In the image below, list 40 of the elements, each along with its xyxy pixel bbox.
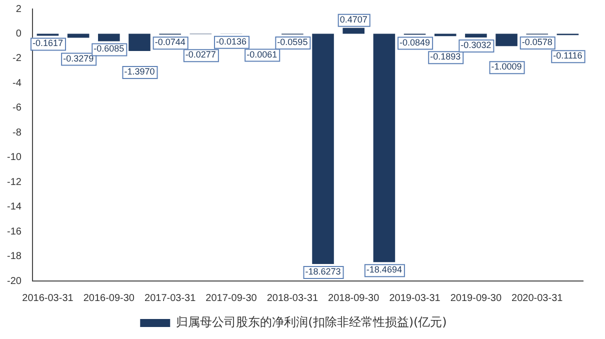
x-tick-label: 2020-03-31 (512, 292, 564, 304)
y-tick-label: -20 (7, 276, 22, 287)
y-tick-label: -16 (7, 226, 22, 238)
data-label: -0.3279 (63, 53, 94, 64)
data-label: -0.0595 (277, 36, 308, 47)
data-label: -0.6085 (94, 44, 124, 54)
data-label: -0.0061 (246, 49, 278, 60)
x-tick-label: 2018-09-30 (328, 292, 380, 304)
y-tick-label: -4 (12, 78, 22, 89)
x-tick-label: 2019-03-31 (389, 292, 441, 304)
data-label: -0.3032 (460, 40, 492, 50)
y-tick-label: -12 (7, 176, 22, 188)
x-tick-label: 2017-09-30 (206, 292, 258, 304)
y-tick-label: -18 (7, 251, 22, 262)
data-label: -1.3970 (124, 66, 155, 76)
data-label: -0.1116 (553, 50, 582, 61)
data-label: -0.0578 (522, 36, 552, 47)
data-label: -1.0009 (491, 62, 522, 72)
y-tick-label: 0 (16, 28, 22, 40)
data-label: 0.4707 (340, 14, 368, 24)
data-label: -0.0277 (185, 50, 216, 60)
data-label: -18.6273 (305, 266, 341, 277)
data-label: -0.0744 (154, 37, 186, 48)
x-tick-label: 2017-03-31 (144, 292, 196, 304)
y-tick-label: -2 (12, 53, 22, 64)
data-label: -18.4694 (366, 264, 402, 275)
y-tick-label: -14 (7, 202, 22, 213)
data-label: -0.0136 (216, 36, 247, 46)
data-label: -0.1893 (430, 52, 461, 62)
legend-label: 归属母公司股东的净利润(扣除非经常性损益)(亿元) (176, 315, 447, 330)
x-tick-label: 2019-09-30 (450, 292, 502, 304)
x-tick-label: 2018-03-31 (266, 292, 318, 304)
y-tick-label: 2 (16, 4, 22, 15)
data-label: -0.1617 (32, 38, 64, 48)
data-label: -0.0849 (400, 37, 430, 48)
x-tick-label: 2016-03-31 (22, 292, 74, 304)
y-tick-label: -6 (12, 102, 22, 114)
x-tick-label: 2016-09-30 (83, 292, 135, 304)
y-tick-label: -10 (7, 152, 22, 164)
y-tick-label: -8 (12, 127, 22, 138)
